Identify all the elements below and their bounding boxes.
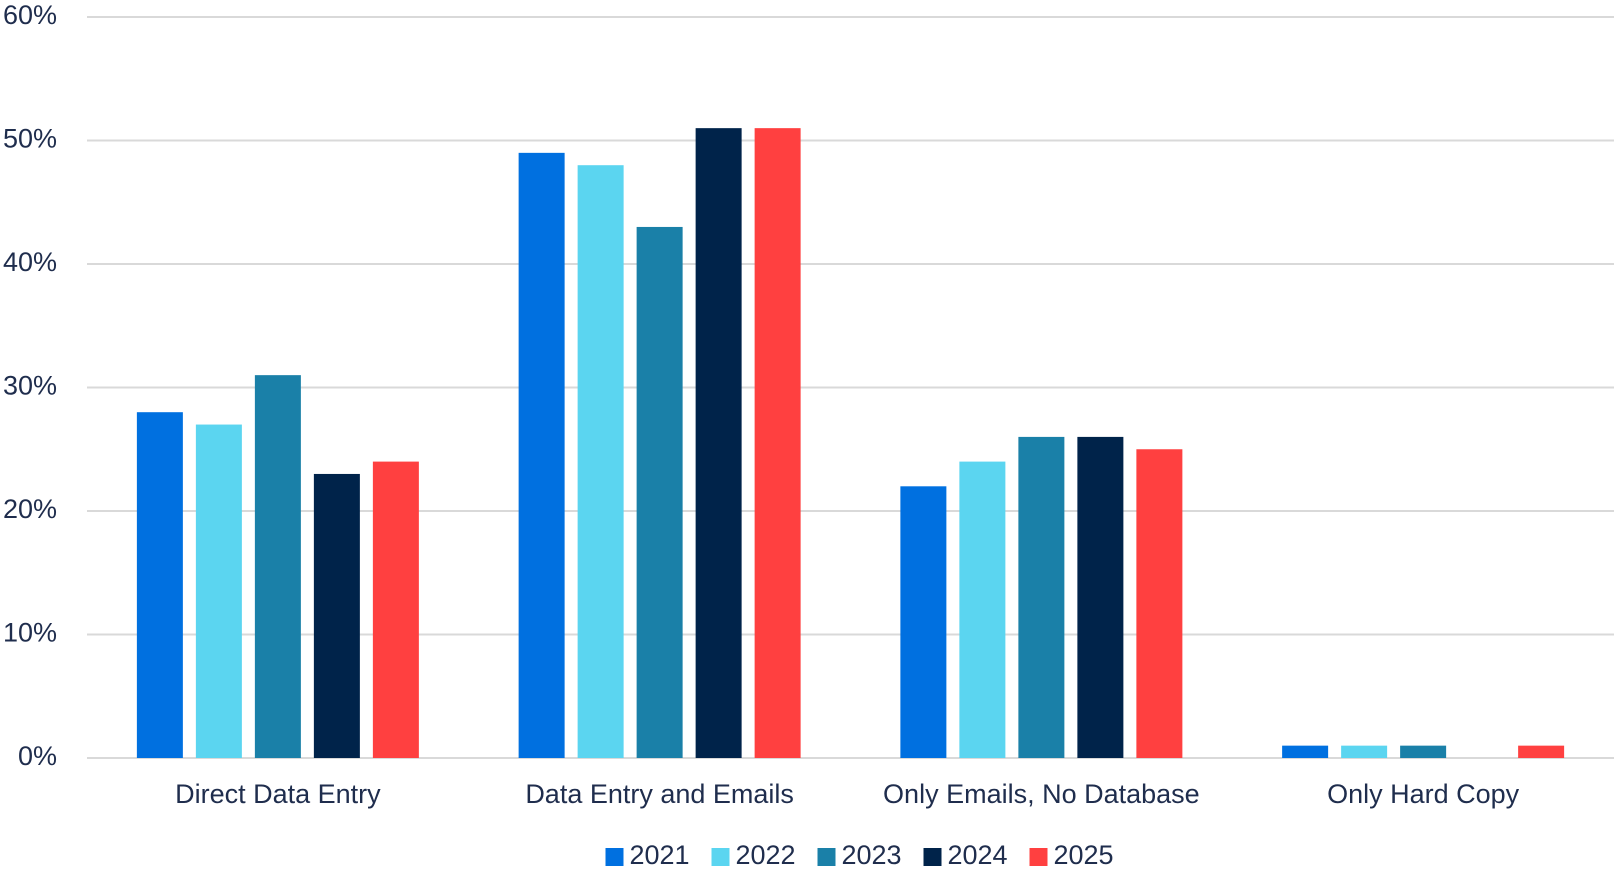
legend-swatch [817,848,836,866]
y-tick-label: 10% [3,618,57,648]
bar [636,226,683,758]
bar [372,461,419,758]
bar [1077,436,1124,758]
bar [1518,745,1565,758]
legend-swatch [711,848,730,866]
bar [1018,436,1065,758]
legend-label: 2021 [630,840,690,870]
x-tick-label: Data Entry and Emails [525,779,794,809]
legend-label: 2023 [842,840,902,870]
legend-label: 2024 [948,840,1008,870]
legend-swatch [1029,848,1048,866]
legend-swatch [605,848,624,866]
bar [1400,745,1447,758]
bar [313,473,360,758]
bar [577,165,624,758]
bar [1282,745,1329,758]
y-tick-label: 50% [3,124,57,154]
y-tick-label: 30% [3,371,57,401]
y-tick-label: 40% [3,247,57,277]
bar [1341,745,1388,758]
bar [136,412,183,758]
y-tick-label: 20% [3,494,57,524]
x-tick-label: Direct Data Entry [175,779,381,809]
legend-label: 2025 [1054,840,1114,870]
y-tick-label: 60% [3,0,57,30]
bar [254,375,301,758]
bar [754,128,801,758]
y-tick-label: 0% [18,741,57,771]
x-tick-label: Only Hard Copy [1327,779,1520,809]
bar [900,486,947,758]
bar [959,461,1006,758]
bar [195,424,242,758]
legend-swatch [923,848,942,866]
legend-label: 2022 [736,840,796,870]
bar [695,128,742,758]
bar [1136,449,1183,758]
x-tick-label: Only Emails, No Database [883,779,1200,809]
bar [518,152,565,759]
